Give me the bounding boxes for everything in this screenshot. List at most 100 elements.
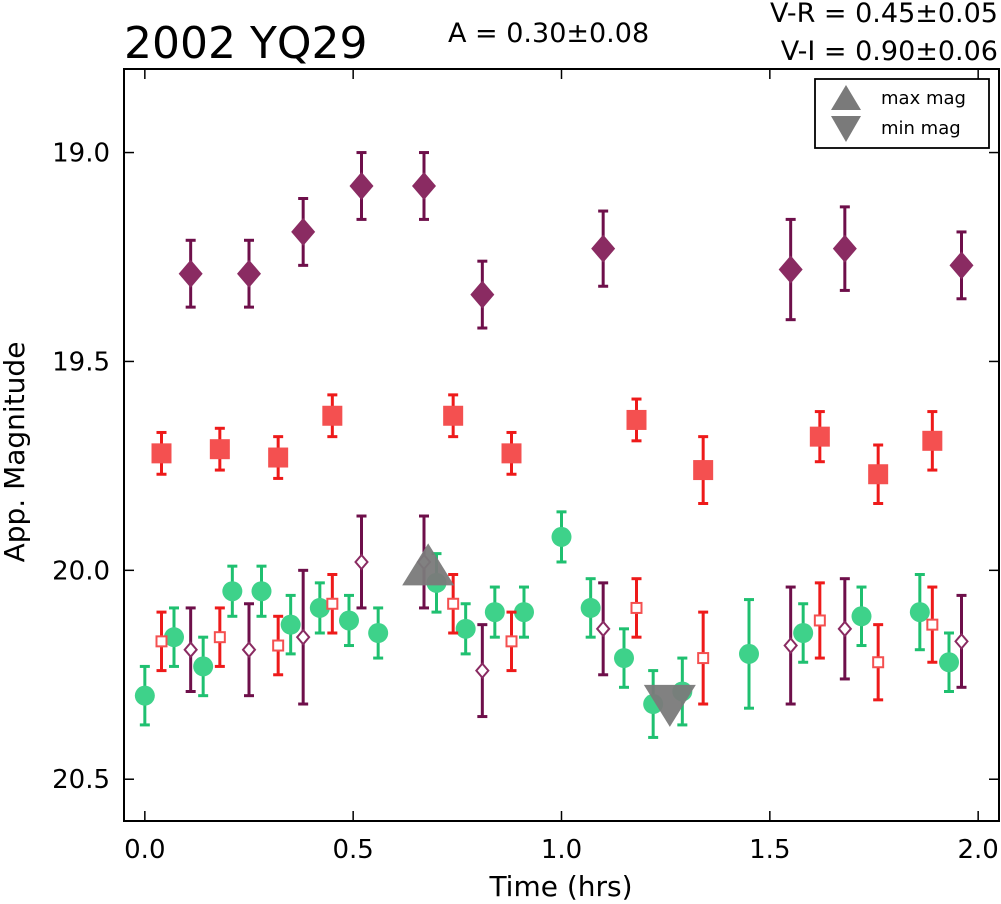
open-diamond-marker bbox=[837, 620, 853, 638]
y-tick-label: 20.0 bbox=[52, 556, 110, 586]
circle-marker bbox=[309, 597, 330, 618]
open-diamond-marker bbox=[354, 553, 369, 571]
circle-marker bbox=[739, 643, 759, 664]
x-tick-label: 1.5 bbox=[749, 835, 790, 865]
diamond-marker bbox=[778, 255, 803, 284]
data-point-square-open bbox=[697, 610, 710, 706]
data-point-square-open bbox=[272, 614, 285, 677]
data-point-square-filled bbox=[922, 410, 943, 472]
data-point-diamond-open bbox=[837, 577, 853, 681]
y-tick-label: 20.5 bbox=[52, 765, 110, 795]
open-square-marker bbox=[926, 618, 939, 631]
open-square-marker bbox=[326, 597, 339, 610]
circle-marker bbox=[909, 602, 930, 623]
open-diamond-marker bbox=[241, 641, 257, 659]
square-marker bbox=[151, 443, 172, 464]
open-diamond-marker bbox=[595, 620, 611, 638]
plot-frame bbox=[123, 68, 1000, 822]
data-point-square-open bbox=[447, 573, 460, 635]
y-axis-label: App. Magnitude bbox=[0, 342, 31, 563]
data-point-square-filled bbox=[268, 435, 289, 480]
square-marker bbox=[209, 439, 230, 460]
circle-marker bbox=[614, 648, 634, 669]
data-point-circle-filled bbox=[134, 664, 155, 727]
data-point-diamond-filled bbox=[237, 238, 261, 309]
data-point-diamond-filled bbox=[349, 151, 374, 221]
square-marker bbox=[922, 430, 943, 451]
circle-marker bbox=[368, 623, 389, 643]
data-point-circle-filled bbox=[939, 631, 959, 693]
open-square-marker bbox=[505, 635, 518, 648]
data-point-circle-filled bbox=[514, 585, 534, 639]
circle-marker bbox=[939, 652, 959, 673]
circle-marker bbox=[484, 602, 505, 623]
data-point-diamond-open bbox=[475, 623, 490, 719]
data-point-diamond-filled bbox=[778, 217, 803, 322]
square-marker bbox=[268, 447, 289, 468]
x-tick-label: 0.5 bbox=[332, 835, 373, 865]
square-marker bbox=[626, 409, 647, 430]
x-tick-label: 2.0 bbox=[957, 835, 998, 865]
open-diamond-marker bbox=[295, 628, 311, 646]
legend-max-mag-label: max mag bbox=[881, 88, 966, 109]
axis-ticks: 0.0 0.5 1.0 1.5 2.0 19.0 19.5 20.0 20.5 bbox=[52, 69, 999, 865]
data-point-square-open bbox=[213, 606, 226, 668]
data-point-circle-filled bbox=[793, 602, 814, 664]
circle-marker bbox=[851, 606, 872, 627]
open-square-marker bbox=[272, 639, 285, 652]
circle-marker bbox=[514, 602, 534, 623]
open-square-marker bbox=[697, 652, 710, 665]
diamond-marker bbox=[412, 171, 436, 200]
square-marker bbox=[868, 464, 889, 485]
data-point-square-open bbox=[155, 610, 168, 673]
diamond-marker bbox=[178, 259, 203, 288]
max-mag-marker bbox=[402, 543, 455, 586]
y-tick-label: 19.0 bbox=[52, 139, 110, 169]
square-marker bbox=[443, 405, 464, 426]
diamond-marker bbox=[291, 217, 316, 246]
circle-marker bbox=[164, 627, 184, 648]
open-square-marker bbox=[872, 656, 885, 669]
open-diamond-marker bbox=[954, 632, 969, 650]
data-point-square-open bbox=[872, 623, 885, 702]
square-marker bbox=[322, 405, 343, 426]
legend: max mag min mag bbox=[814, 78, 990, 149]
circle-marker bbox=[339, 610, 359, 631]
data-points bbox=[134, 151, 974, 739]
open-square-marker bbox=[813, 614, 826, 627]
square-marker bbox=[809, 426, 830, 447]
legend-min-mag-label: min mag bbox=[881, 118, 961, 139]
circle-marker bbox=[222, 581, 243, 602]
data-point-square-filled bbox=[501, 430, 522, 476]
data-point-circle-filled bbox=[614, 627, 634, 689]
data-point-square-filled bbox=[151, 430, 172, 476]
open-square-marker bbox=[213, 631, 226, 644]
data-point-circle-filled bbox=[193, 635, 214, 698]
data-point-diamond-open bbox=[595, 581, 611, 677]
data-point-square-open bbox=[630, 577, 643, 639]
data-point-square-filled bbox=[626, 397, 647, 443]
chart-title: 2002 YQ29 bbox=[124, 18, 367, 69]
open-square-marker bbox=[155, 635, 168, 648]
diamond-marker bbox=[949, 251, 974, 280]
open-diamond-marker bbox=[783, 636, 798, 655]
data-point-diamond-filled bbox=[291, 197, 316, 267]
data-point-square-open bbox=[926, 585, 939, 664]
x-tick-label: 0.0 bbox=[124, 835, 165, 865]
diamond-marker bbox=[832, 234, 857, 263]
data-point-diamond-open bbox=[183, 606, 198, 693]
data-point-circle-filled bbox=[484, 585, 505, 639]
diamond-marker bbox=[591, 234, 616, 263]
data-point-circle-filled bbox=[909, 573, 930, 652]
data-point-square-filled bbox=[809, 410, 830, 464]
data-point-square-filled bbox=[868, 443, 889, 505]
legend-max-mag-marker bbox=[831, 85, 861, 110]
data-point-diamond-filled bbox=[412, 151, 436, 221]
circle-marker bbox=[251, 581, 272, 602]
data-point-circle-filled bbox=[580, 577, 601, 639]
data-point-circle-filled bbox=[739, 598, 759, 710]
diamond-marker bbox=[237, 259, 261, 288]
data-point-circle-filled bbox=[851, 585, 872, 648]
data-point-square-filled bbox=[443, 393, 464, 439]
y-tick-label: 19.5 bbox=[52, 347, 110, 377]
